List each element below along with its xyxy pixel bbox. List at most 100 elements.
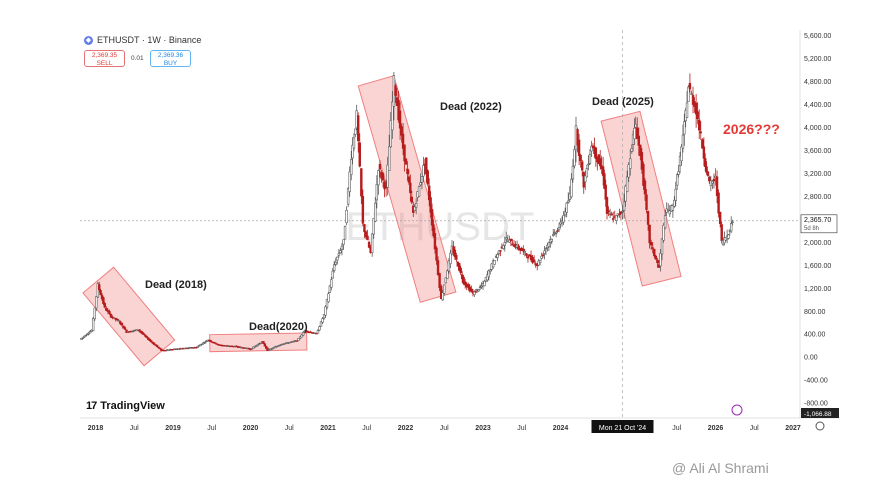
price-candle [675, 174, 679, 186]
price-candle [480, 285, 483, 288]
price-candle [200, 343, 204, 346]
price-candle [350, 159, 353, 176]
price-candle [540, 255, 543, 259]
price-candle [696, 111, 699, 120]
price-candle [680, 146, 683, 162]
price-candle [702, 146, 706, 159]
price-candle [430, 209, 434, 226]
price-candle [588, 154, 592, 164]
price-candle [321, 318, 324, 323]
price-candle [328, 285, 332, 293]
current-price-label: 2,365.70 [804, 217, 831, 224]
price-candle [618, 213, 621, 215]
price-candle [345, 210, 348, 224]
price-candle [557, 227, 561, 231]
price-candle [361, 195, 365, 224]
y-tick-label: 1,200.00 [804, 286, 831, 293]
price-candle [639, 144, 642, 157]
y-tick-label: 5,200.00 [804, 56, 831, 63]
price-candle [375, 184, 379, 201]
price-candle [91, 317, 95, 332]
price-candle [409, 182, 412, 194]
x-tick-label: Jul [362, 425, 371, 432]
price-candle [139, 330, 143, 333]
price-candle [584, 175, 587, 183]
buy-button[interactable]: 2,369.36 BUY [150, 50, 191, 67]
price-candle [199, 344, 202, 347]
x-tick-label: 2018 [88, 425, 104, 432]
price-candle [366, 235, 369, 241]
price-candle [438, 273, 441, 289]
price-candle [651, 247, 654, 249]
price-candle [334, 261, 337, 265]
spread-value: 0.01 [131, 55, 144, 62]
y-tick-label: 400.00 [804, 332, 826, 339]
sell-price: 2,369.35 [91, 52, 118, 59]
price-candle [410, 196, 413, 203]
price-candle [497, 250, 501, 254]
y-tick-label: -400.00 [804, 378, 828, 385]
price-candle [704, 158, 707, 167]
price-candle [116, 319, 119, 321]
price-candle [459, 267, 462, 274]
price-candle [715, 176, 719, 196]
price-candle [413, 206, 416, 211]
price-candle [477, 289, 480, 292]
price-candle [493, 260, 496, 265]
price-candle [585, 168, 589, 178]
y-tick-label: 4,000.00 [804, 125, 831, 132]
price-candle [203, 341, 207, 344]
price-candle [306, 330, 309, 333]
price-candle [155, 344, 159, 348]
price-candle [340, 245, 344, 250]
price-candle [374, 202, 377, 222]
price-candle [81, 336, 85, 339]
y-tick-label: 1,600.00 [804, 263, 831, 270]
price-candle [473, 291, 476, 295]
price-candle [358, 142, 361, 167]
price-candle [339, 250, 342, 254]
x-tick-label: 2024 [553, 425, 569, 432]
price-candle [84, 334, 88, 337]
price-candle [363, 224, 366, 233]
symbol-title: ETHUSDT · 1W · Binance [97, 35, 202, 45]
price-candle [579, 154, 582, 162]
price-candle [462, 276, 465, 284]
price-candle [467, 284, 470, 288]
price-candle [463, 281, 467, 286]
crosshair-date-tag [591, 420, 654, 433]
price-candle [315, 332, 318, 335]
price-candle [571, 165, 575, 180]
price-candle [645, 194, 648, 210]
price-candle [125, 329, 128, 333]
price-candle [694, 103, 698, 115]
price-candle [86, 333, 89, 336]
sell-label: SELL [96, 60, 113, 67]
price-candle [377, 170, 380, 186]
price-candle [537, 260, 540, 266]
y-tick-label: 800.00 [804, 309, 826, 316]
price-candle [388, 146, 391, 171]
price-candle [633, 127, 636, 140]
price-candle [621, 210, 624, 213]
price-candle [648, 224, 651, 244]
price-candle [295, 340, 299, 342]
price-candle [483, 280, 486, 287]
price-candle [404, 158, 408, 165]
x-tick-label: Jul [285, 425, 294, 432]
price-candle [331, 270, 334, 279]
price-candle [690, 93, 693, 95]
price-candle [372, 217, 375, 235]
price-candle [544, 247, 548, 250]
price-candle [727, 234, 730, 239]
price-candle [671, 205, 675, 211]
y-tick-label: 3,200.00 [804, 171, 831, 178]
sell-button[interactable]: 2,369.35 SELL [84, 50, 125, 67]
price-candle [455, 255, 458, 260]
price-candle [538, 260, 542, 263]
price-candle [657, 264, 661, 268]
price-candle [160, 348, 163, 351]
price-candle [425, 157, 428, 175]
price-candle [403, 144, 406, 162]
